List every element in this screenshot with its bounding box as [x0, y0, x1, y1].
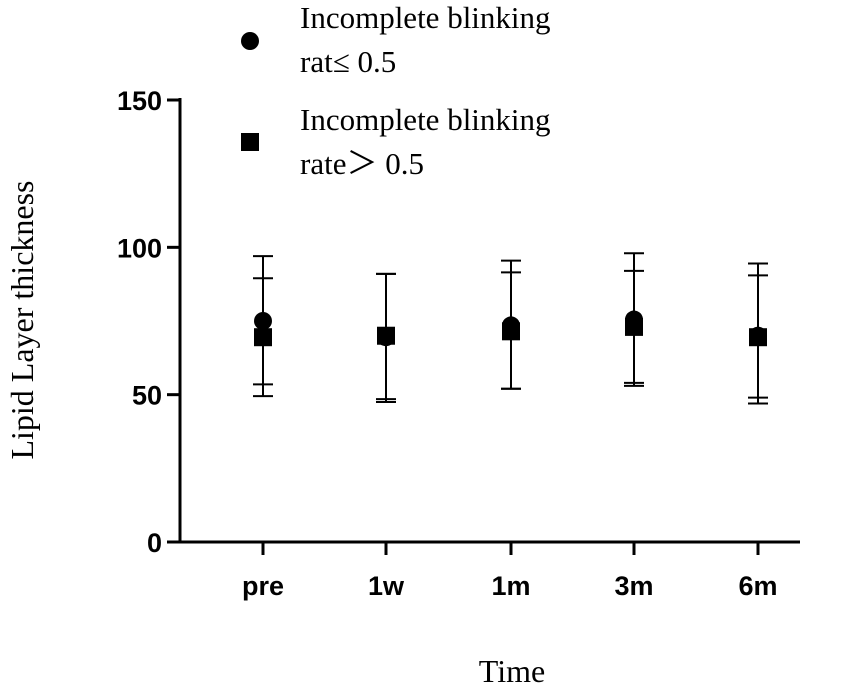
- x-tick-label: 1w: [368, 571, 405, 601]
- y-tick-label: 50: [132, 381, 162, 411]
- x-axis-label: Time: [479, 653, 545, 689]
- y-axis-label: Lipid Layer thickness: [4, 180, 40, 459]
- y-tick-label: 150: [117, 86, 162, 116]
- x-tick-label: pre: [242, 571, 284, 601]
- legend-label-line: Incomplete blinking: [300, 102, 551, 137]
- axes: 0 50 100 150 pre 1w 1m 3m 6m: [117, 86, 800, 601]
- legend-label-line: rate＞ 0.5: [300, 146, 424, 181]
- legend-marker-square: [241, 133, 259, 151]
- legend-marker-circle: [241, 32, 259, 50]
- legend-label-line: rat≤ 0.5: [300, 44, 396, 79]
- y-tick-label: 100: [117, 233, 162, 263]
- data-markers: [254, 310, 767, 347]
- x-tick-label: 3m: [614, 571, 653, 601]
- data-point-square: [502, 322, 520, 341]
- legend-label-line: Incomplete blinking: [300, 0, 551, 35]
- data-point-square: [749, 328, 767, 347]
- data-point-square: [254, 328, 272, 347]
- x-tick-label: 1m: [491, 571, 530, 601]
- data-point-square: [625, 317, 643, 336]
- data-point-circle: [254, 312, 272, 330]
- y-tick-label: 0: [147, 528, 162, 558]
- x-tick-label: 6m: [738, 571, 777, 601]
- data-point-square: [377, 326, 395, 345]
- legend: Incomplete blinking rat≤ 0.5 Incomplete bl…: [241, 0, 551, 181]
